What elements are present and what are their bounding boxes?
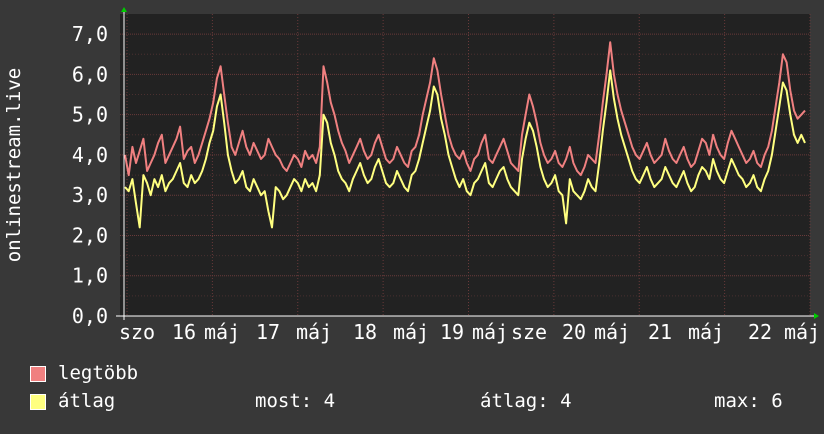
y-tick-label: 2,0 xyxy=(72,223,108,247)
x-tick-label: máj xyxy=(784,320,820,344)
x-tick-label: szo xyxy=(119,320,155,344)
x-tick-label: máj xyxy=(472,320,508,344)
legend: legtöbb átlag most: 4 átlag: 4 max: 6 xyxy=(30,362,810,422)
x-tick-label: 17 xyxy=(256,320,280,344)
x-ticks: szo 16 máj 17 máj 18 máj 19 máj sze 20 máj 21 máj 22 má… xyxy=(119,320,820,344)
series-group xyxy=(124,41,806,229)
y-tick-label: 1,0 xyxy=(72,264,108,288)
y-tick-label: 0,0 xyxy=(72,304,108,328)
x-tick-label: 19 xyxy=(440,320,464,344)
x-tick-label: 22 xyxy=(748,320,772,344)
x-tick-label: 16 xyxy=(172,320,196,344)
legtobb-label: legtöbb xyxy=(58,362,139,384)
legend-item-legtobb: legtöbb xyxy=(30,362,810,388)
grid xyxy=(120,14,811,316)
y-axis-label: onlinestream.live xyxy=(3,68,25,262)
y-tick-label: 5,0 xyxy=(72,103,108,127)
series-line-atlag xyxy=(124,69,806,229)
x-tick-label: 20 xyxy=(562,320,586,344)
y-tick-label: 4,0 xyxy=(72,143,108,167)
x-tick-label: 21 xyxy=(648,320,672,344)
x-tick-label: máj xyxy=(204,320,240,344)
y-axis-arrow xyxy=(121,7,127,12)
y-tick-label: 6,0 xyxy=(72,62,108,86)
atlag-label: átlag xyxy=(58,390,116,412)
x-tick-label: máj xyxy=(688,320,724,344)
axes xyxy=(116,7,819,320)
y-tick-label: 3,0 xyxy=(72,183,108,207)
x-tick-label: máj xyxy=(296,320,332,344)
x-tick-label: máj xyxy=(594,320,630,344)
atlag-swatch xyxy=(30,394,46,410)
x-tick-label: 18 xyxy=(353,320,377,344)
y-tick-label: 7,0 xyxy=(72,22,108,46)
x-tick-label: sze xyxy=(511,320,547,344)
plot-area xyxy=(120,14,810,316)
y-ticks: 0,0 1,0 2,0 3,0 4,0 5,0 6,0 7,0 xyxy=(72,22,108,328)
x-tick-label: máj xyxy=(393,320,429,344)
stat-max: max: 6 xyxy=(714,390,783,412)
legend-item-atlag: átlag most: 4 átlag: 4 max: 6 xyxy=(30,390,810,416)
stat-atlag: átlag: 4 xyxy=(480,390,572,412)
series-line-legtobb xyxy=(124,41,806,177)
legtobb-swatch xyxy=(30,366,46,382)
x-axis-arrow xyxy=(814,313,819,319)
stat-most: most: 4 xyxy=(255,390,336,412)
